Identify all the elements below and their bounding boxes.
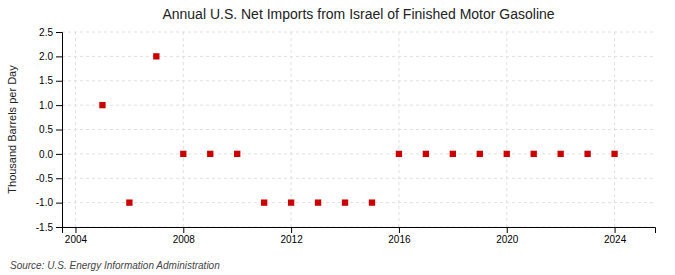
x-tick-label: 2008: [173, 234, 196, 245]
y-tick: -1.5: [36, 222, 62, 233]
y-tick: -0.5: [36, 173, 62, 184]
y-tick-mark: [56, 154, 62, 155]
grid: [62, 32, 655, 227]
y-grid-line: [62, 80, 655, 81]
y-tick-mark: [56, 178, 62, 179]
point: [207, 151, 213, 157]
x-tick-mark: [399, 227, 400, 233]
x-tick: 2020: [496, 227, 519, 245]
x-tick-mark: [615, 227, 616, 233]
point: [99, 102, 105, 108]
point: [369, 199, 375, 205]
y-tick-label: -0.5: [36, 173, 54, 184]
y-tick: 0.5: [39, 124, 62, 135]
y-grid-line: [62, 178, 655, 179]
point: [261, 199, 267, 205]
x-tick-label: 2012: [280, 234, 303, 245]
point: [180, 151, 186, 157]
y-tick-label: 1.5: [39, 75, 53, 86]
y-axis: -1.5 -1.0 -0.5 0.0 0.5 1.0 1.5 2.0 2.5: [36, 27, 63, 233]
chart-container: 2004 2008 2012 2016 2020 2024 -1.5 -1.0 -0.5 0.0 0…: [0, 0, 675, 275]
y-grid-line: [62, 129, 655, 130]
point: [477, 151, 483, 157]
x-axis: 2004 2008 2012 2016 2020 2024: [63, 227, 656, 245]
point: [315, 199, 321, 205]
chart: 2004 2008 2012 2016 2020 2024 -1.5 -1.0 -0.5 0.0 0…: [0, 0, 675, 275]
y-axis-title: Thousand Barrels per Day: [6, 65, 18, 194]
y-tick: -1.0: [36, 197, 62, 208]
points: [99, 53, 617, 206]
y-tick-label: 2.0: [39, 51, 53, 62]
title: Annual U.S. Net Imports from Israel of F…: [162, 6, 554, 22]
x-tick-mark: [75, 227, 76, 233]
point: [504, 151, 510, 157]
x-tick-label: 2024: [604, 234, 627, 245]
x-tick: 2024: [604, 227, 627, 245]
y-tick-label: 0.0: [39, 149, 53, 160]
point: [153, 53, 159, 59]
point: [611, 151, 617, 157]
x-axis-line: [63, 228, 656, 234]
x-tick: 2008: [173, 227, 196, 245]
source: Source: U.S. Energy Information Administ…: [10, 260, 220, 271]
y-tick-mark: [56, 56, 62, 57]
point: [288, 199, 294, 205]
y-axis-line: [56, 33, 63, 228]
x-tick-label: 2020: [496, 234, 519, 245]
y-tick-label: -1.5: [36, 222, 54, 233]
y-tick-mark: [56, 32, 62, 33]
x-tick: 2012: [280, 227, 303, 245]
point: [126, 199, 132, 205]
point: [342, 199, 348, 205]
x-tick-mark: [291, 227, 292, 233]
y-tick-label: 2.5: [39, 27, 53, 38]
y-grid-line: [62, 202, 655, 203]
y-grid-line: [62, 105, 655, 106]
y-tick-mark: [56, 203, 62, 204]
point: [531, 151, 537, 157]
y-grid-line: [62, 32, 655, 33]
point: [396, 151, 402, 157]
y-tick-label: 1.0: [39, 100, 53, 111]
point: [557, 151, 563, 157]
y-tick-label: 0.5: [39, 124, 53, 135]
x-tick-mark: [183, 227, 184, 233]
y-tick-label: -1.0: [36, 197, 54, 208]
x-tick: 2004: [65, 227, 88, 245]
y-tick: 0.0: [39, 149, 62, 160]
y-tick: 2.5: [39, 27, 62, 38]
y-tick-mark: [56, 105, 62, 106]
x-tick: 2016: [388, 227, 411, 245]
y-grid-line: [62, 56, 655, 57]
point: [423, 151, 429, 157]
y-tick: 1.0: [39, 100, 62, 111]
y-tick-mark: [56, 227, 62, 228]
y-tick: 1.5: [39, 75, 62, 86]
point: [450, 151, 456, 157]
y-tick-mark: [56, 130, 62, 131]
x-tick-mark: [507, 227, 508, 233]
x-tick-label: 2004: [65, 234, 88, 245]
x-tick-label: 2016: [388, 234, 411, 245]
point: [234, 151, 240, 157]
point: [584, 151, 590, 157]
y-tick-mark: [56, 81, 62, 82]
y-grid-line: [62, 153, 655, 154]
y-tick: 2.0: [39, 51, 62, 62]
